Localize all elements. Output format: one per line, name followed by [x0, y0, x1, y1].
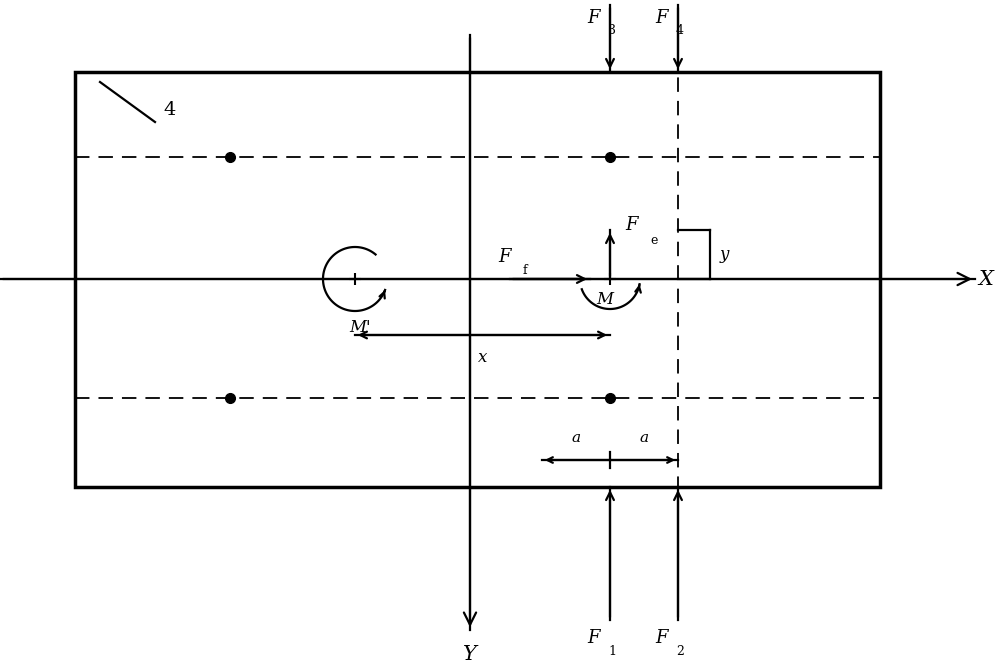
Text: 3: 3 — [608, 25, 616, 37]
Text: Y: Y — [463, 645, 477, 664]
Text: f: f — [523, 263, 527, 277]
Text: F: F — [588, 9, 600, 27]
Text: F: F — [499, 248, 511, 266]
Text: 4: 4 — [164, 101, 176, 119]
Bar — [75, 72, 880, 487]
Text: 1: 1 — [608, 645, 616, 657]
Text: 4: 4 — [676, 25, 684, 37]
Text: a: a — [639, 431, 649, 445]
Text: y: y — [720, 246, 729, 263]
Text: a: a — [571, 431, 581, 445]
Text: X: X — [978, 269, 993, 289]
Text: M': M' — [349, 319, 371, 335]
Text: F: F — [656, 9, 668, 27]
Text: 2: 2 — [676, 645, 684, 657]
Text: F: F — [626, 216, 638, 234]
Text: F: F — [588, 629, 600, 647]
Text: x: x — [478, 349, 487, 365]
Text: M: M — [596, 291, 614, 307]
Text: e: e — [650, 234, 658, 246]
Text: F: F — [656, 629, 668, 647]
